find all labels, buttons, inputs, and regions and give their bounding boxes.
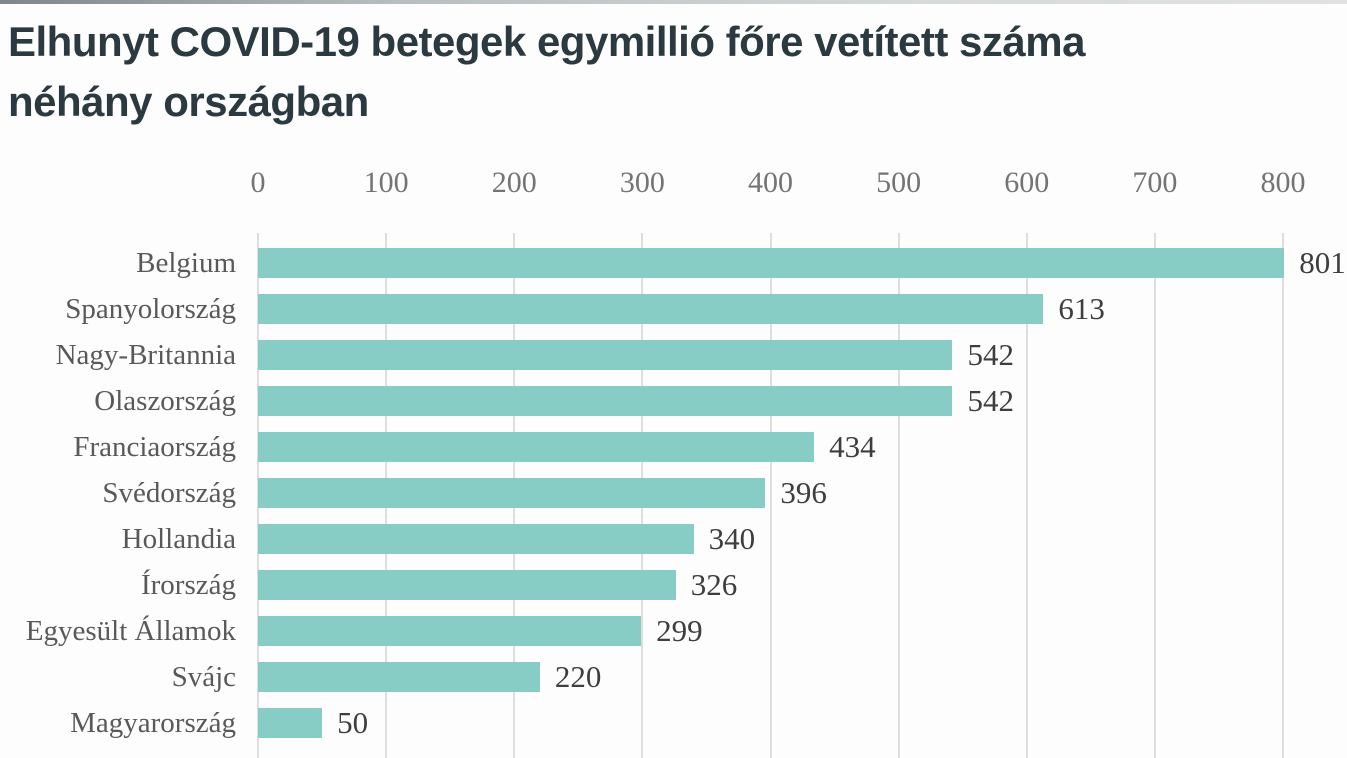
bar-row: Svédország 396 — [0, 470, 1347, 516]
x-tick-label: 0 — [250, 166, 266, 199]
bar-rows: Belgium 801 Spanyolország 613 Nagy-Britannia… — [0, 240, 1347, 746]
gridline — [897, 233, 900, 758]
bar-row: Belgium 801 — [0, 240, 1347, 286]
bar — [258, 524, 694, 554]
bar — [258, 294, 1044, 324]
country-label: Magyarország — [70, 706, 236, 739]
bar-row: Egyesült Államok 299 — [0, 608, 1347, 654]
value-label: 542 — [967, 337, 1014, 372]
gridline — [1282, 233, 1284, 758]
country-label: Nagy-Britannia — [55, 338, 236, 371]
country-label: Franciaország — [73, 430, 236, 463]
top-border-strip — [0, 0, 1347, 4]
bar — [258, 708, 323, 738]
bar — [258, 432, 815, 462]
country-label: Hollandia — [121, 522, 236, 555]
bar-row: Franciaország 434 — [0, 424, 1347, 470]
value-label: 50 — [337, 705, 369, 740]
x-tick-label: 300 — [619, 166, 665, 199]
x-tick-label: 500 — [876, 166, 922, 199]
country-label: Olaszország — [94, 384, 236, 417]
x-tick-label: 600 — [1004, 166, 1050, 199]
bar-row: Írország 326 — [0, 562, 1347, 608]
country-label: Svédország — [102, 476, 236, 509]
bar-row: Hollandia 340 — [0, 516, 1347, 562]
value-label: 542 — [967, 383, 1014, 418]
country-label: Belgium — [136, 246, 236, 279]
bar — [258, 570, 676, 600]
x-tick-label: 200 — [491, 166, 537, 199]
value-label: 326 — [690, 567, 738, 602]
bar — [258, 386, 953, 416]
bar — [258, 248, 1285, 278]
value-label: 340 — [708, 521, 756, 556]
country-label: Svájc — [171, 660, 236, 693]
bar — [258, 340, 953, 370]
gridline — [1025, 233, 1028, 758]
x-tick-label: 700 — [1132, 166, 1178, 199]
x-tick-label: 400 — [748, 166, 793, 199]
bar — [258, 616, 642, 646]
value-label: 801 — [1299, 245, 1346, 280]
bar-row: Olaszország 542 — [0, 378, 1347, 424]
gridline — [1153, 233, 1156, 758]
x-tick-label: 100 — [363, 166, 409, 199]
x-tick-label: 800 — [1260, 166, 1306, 199]
bar-row: Nagy-Britannia 542 — [0, 332, 1347, 378]
chart-title: Elhunyt COVID-19 betegek egymillió főre … — [8, 18, 1085, 125]
value-label: 613 — [1058, 291, 1105, 326]
value-label: 220 — [554, 659, 602, 694]
value-label: 299 — [656, 613, 703, 648]
value-label: 396 — [780, 475, 827, 510]
bar-row: Spanyolország 613 — [0, 286, 1347, 332]
gridline — [769, 233, 772, 758]
country-label: Írország — [140, 568, 236, 601]
bar-row: Magyarország 50 — [0, 700, 1347, 746]
value-label: 434 — [829, 429, 876, 464]
bar-row: Svájc 220 — [0, 654, 1347, 700]
bar — [258, 478, 766, 508]
bar — [258, 662, 540, 692]
country-label: Egyesült Államok — [25, 614, 236, 647]
country-label: Spanyolország — [65, 292, 236, 325]
